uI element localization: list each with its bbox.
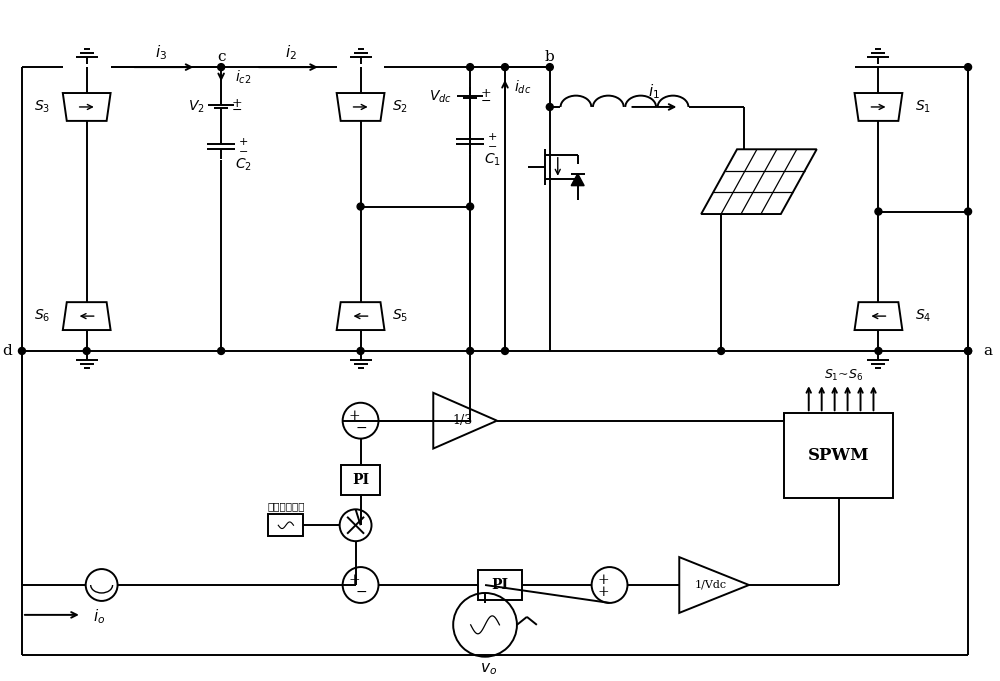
Text: $i_{dc}$: $i_{dc}$ bbox=[514, 78, 532, 96]
Circle shape bbox=[875, 208, 882, 215]
Circle shape bbox=[965, 63, 972, 71]
Text: $S_4$: $S_4$ bbox=[915, 308, 931, 324]
Circle shape bbox=[18, 347, 25, 354]
Circle shape bbox=[501, 63, 508, 71]
Text: +: + bbox=[598, 573, 609, 587]
Text: −: − bbox=[487, 142, 497, 152]
Bar bbox=[341, 466, 380, 495]
Circle shape bbox=[501, 347, 508, 354]
Text: +: + bbox=[481, 87, 491, 100]
Bar bbox=[784, 413, 893, 498]
Circle shape bbox=[875, 347, 882, 354]
Text: $i_3$: $i_3$ bbox=[155, 43, 167, 61]
Text: $S_3$: $S_3$ bbox=[34, 99, 50, 115]
Text: $S_1$: $S_1$ bbox=[915, 99, 931, 115]
Circle shape bbox=[357, 203, 364, 210]
Text: $V_{dc}$: $V_{dc}$ bbox=[429, 89, 452, 105]
Text: $v_o$: $v_o$ bbox=[480, 661, 497, 676]
Text: SPWM: SPWM bbox=[808, 447, 869, 464]
Text: $S_1$~$S_6$: $S_1$~$S_6$ bbox=[824, 368, 863, 383]
Text: $C_2$: $C_2$ bbox=[235, 157, 252, 173]
Text: +: + bbox=[487, 132, 497, 142]
Circle shape bbox=[965, 347, 972, 354]
Text: c: c bbox=[217, 50, 225, 64]
Text: $S_2$: $S_2$ bbox=[392, 99, 408, 115]
Circle shape bbox=[546, 104, 553, 110]
Circle shape bbox=[83, 347, 90, 354]
Text: $i_{c2}$: $i_{c2}$ bbox=[235, 68, 251, 86]
Text: −: − bbox=[356, 421, 367, 434]
Text: −: − bbox=[481, 95, 491, 108]
Text: −: − bbox=[356, 585, 367, 599]
Bar bbox=[478, 570, 522, 600]
Text: −: − bbox=[232, 104, 242, 117]
Text: PI: PI bbox=[491, 578, 509, 592]
Text: $S_5$: $S_5$ bbox=[392, 308, 409, 324]
Circle shape bbox=[467, 203, 474, 210]
Text: $S_6$: $S_6$ bbox=[34, 308, 50, 324]
Text: $i_o$: $i_o$ bbox=[93, 607, 105, 627]
Text: d: d bbox=[2, 344, 12, 358]
Text: 单位正弦信号: 单位正弦信号 bbox=[267, 502, 305, 511]
Text: +: + bbox=[349, 573, 360, 587]
Text: $C_1$: $C_1$ bbox=[484, 152, 501, 168]
Bar bbox=[268, 514, 303, 536]
Text: +: + bbox=[349, 409, 360, 423]
Text: a: a bbox=[983, 344, 992, 358]
Text: +: + bbox=[598, 585, 609, 599]
Text: $i_1$: $i_1$ bbox=[648, 82, 660, 101]
Circle shape bbox=[718, 347, 725, 354]
Text: −: − bbox=[238, 147, 248, 157]
Circle shape bbox=[965, 208, 972, 215]
Text: b: b bbox=[545, 50, 555, 64]
Circle shape bbox=[546, 63, 553, 71]
Circle shape bbox=[965, 347, 972, 354]
Circle shape bbox=[467, 347, 474, 354]
Circle shape bbox=[467, 63, 474, 71]
Text: +: + bbox=[238, 137, 248, 147]
Text: $V_2$: $V_2$ bbox=[188, 99, 205, 115]
Circle shape bbox=[218, 347, 225, 354]
Text: PI: PI bbox=[352, 473, 369, 488]
Text: +: + bbox=[232, 97, 242, 110]
Text: 1/Vdc: 1/Vdc bbox=[695, 580, 727, 590]
Polygon shape bbox=[571, 174, 584, 186]
Circle shape bbox=[218, 63, 225, 71]
Text: 1/3: 1/3 bbox=[452, 414, 472, 427]
Text: $i_2$: $i_2$ bbox=[285, 43, 297, 61]
Circle shape bbox=[357, 347, 364, 354]
